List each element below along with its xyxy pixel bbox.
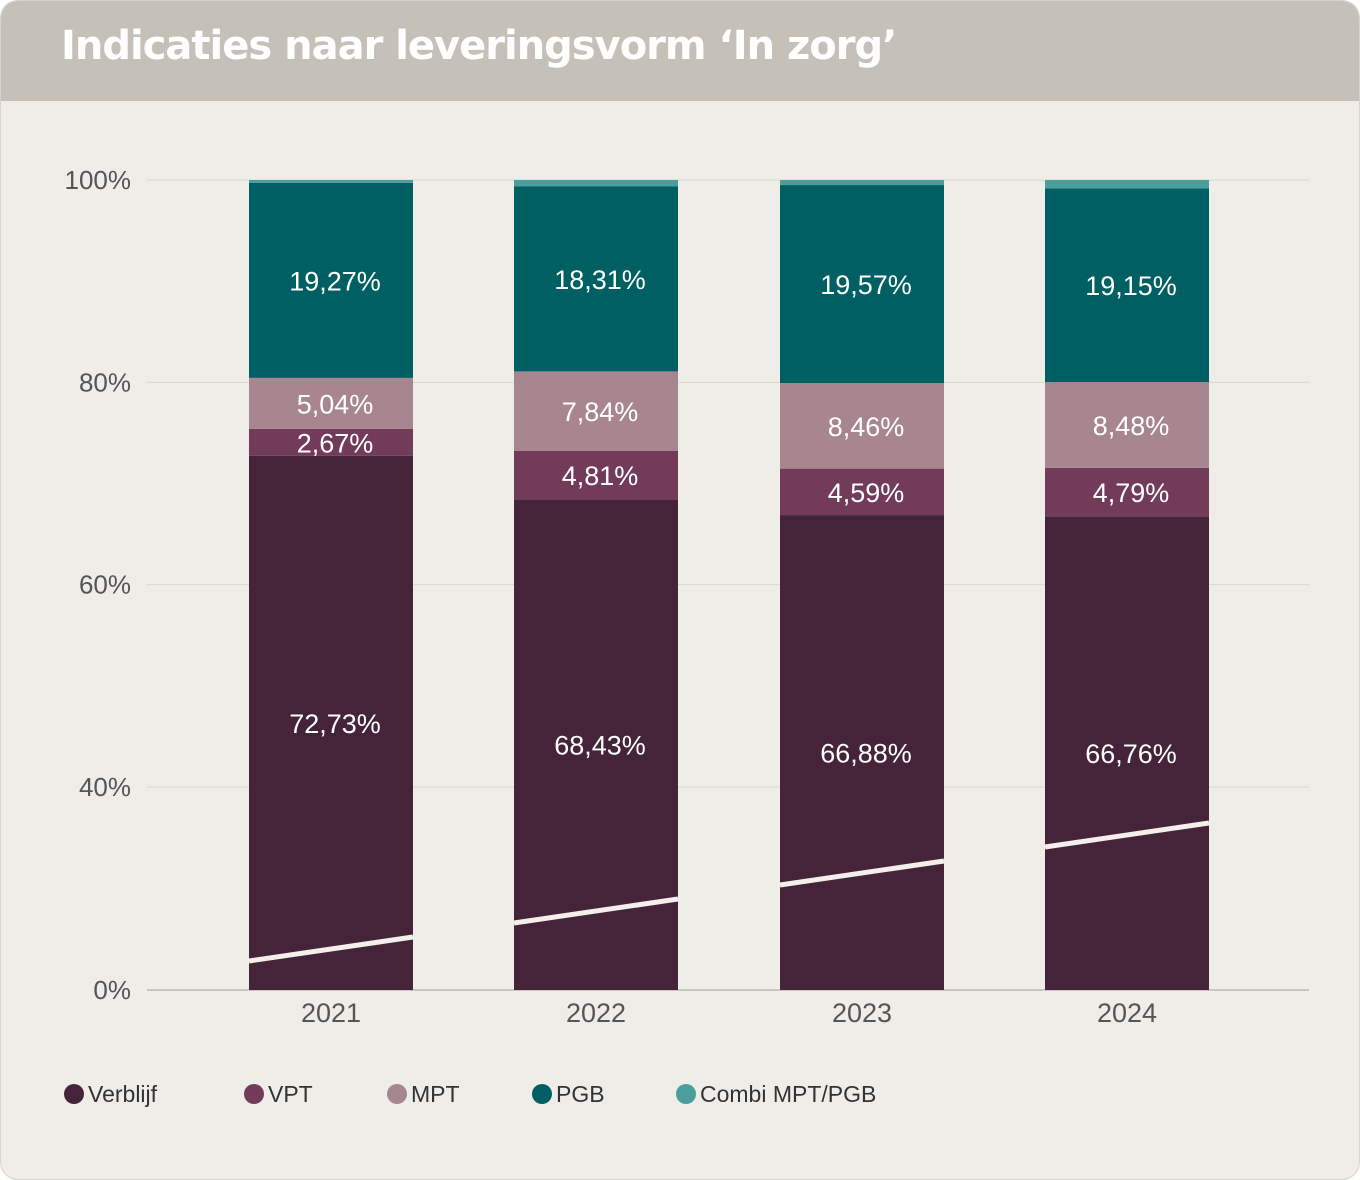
data-label: 8,46%	[828, 412, 905, 442]
axis-break-mark	[1044, 820, 1210, 850]
bar-segment-pgb-2022	[514, 186, 678, 372]
data-label: 18,31%	[554, 265, 646, 295]
legend-swatch	[387, 1084, 407, 1104]
data-label: 19,27%	[289, 266, 381, 296]
legend-swatch	[676, 1084, 696, 1104]
data-label: 66,76%	[1085, 739, 1177, 769]
legend-label: MPT	[411, 1080, 460, 1107]
legend-label: Verblijf	[88, 1080, 158, 1107]
axis-break-mark	[248, 934, 414, 964]
stacked-bar-chart: 0% 40% 60% 80% 100% 72,73% 2,67% 5,04% 19,27% 202…	[65, 165, 1309, 1028]
bar-segment-vpt-2022	[514, 450, 678, 500]
legend-item: MPT	[387, 1079, 460, 1109]
legend-swatch	[64, 1084, 84, 1104]
y-tick-label: 100%	[65, 165, 132, 195]
axis-break-mark	[779, 858, 945, 888]
data-label: 4,79%	[1093, 478, 1170, 508]
bar-segment-mpt-2021	[249, 377, 413, 429]
bar-segment-vpt-2024	[1045, 467, 1209, 517]
data-label: 8,48%	[1093, 411, 1170, 441]
bar-segment-pgb-2023	[780, 185, 944, 384]
data-label: 68,43%	[554, 731, 646, 761]
data-label: 72,73%	[289, 709, 381, 739]
y-tick-label: 60%	[79, 570, 131, 600]
bar-segment-combi-mpt-pgb-2023	[780, 180, 944, 186]
data-label: 4,81%	[562, 461, 639, 491]
x-tick-label: 2021	[301, 998, 361, 1028]
legend-label: PGB	[556, 1080, 605, 1107]
y-tick-label: 40%	[79, 772, 131, 802]
data-label: 5,04%	[297, 389, 374, 419]
legend-swatch	[244, 1084, 264, 1104]
data-label: 4,59%	[828, 478, 905, 508]
bar-segment-verblijf-2024	[1045, 516, 1209, 990]
x-tick-label: 2024	[1097, 998, 1157, 1028]
legend-item: PGB	[532, 1079, 605, 1109]
bar-segment-verblijf-2023	[780, 515, 944, 990]
x-tick-label: 2023	[832, 998, 892, 1028]
legend-item: Verblijf	[64, 1079, 157, 1109]
y-tick-label: 0%	[93, 975, 131, 1005]
bar-segment-mpt-2023	[780, 383, 944, 469]
x-tick-label: 2022	[566, 998, 626, 1028]
bar-segment-combi-mpt-pgb-2021	[249, 180, 413, 183]
y-tick-label: 80%	[79, 367, 131, 397]
data-label: 19,15%	[1085, 271, 1177, 301]
legend-item: Combi MPT/PGB	[676, 1079, 876, 1109]
legend-label: VPT	[268, 1080, 313, 1107]
bar-segment-vpt-2021	[249, 428, 413, 456]
axis-break-mark	[513, 896, 679, 926]
bar-segment-combi-mpt-pgb-2024	[1045, 180, 1209, 189]
data-label: 19,57%	[820, 270, 912, 300]
bar-segment-pgb-2024	[1045, 188, 1209, 383]
bar-segment-verblijf-2022	[514, 499, 678, 990]
bar-segment-mpt-2024	[1045, 382, 1209, 468]
bar-segment-vpt-2023	[780, 468, 944, 516]
legend-item: VPT	[244, 1079, 313, 1109]
bar-segment-verblijf-2021	[249, 455, 413, 991]
bar-segment-pgb-2021	[249, 182, 413, 378]
chart-legend: Verblijf VPT MPT PGB Combi MPT/PGB	[64, 1079, 1264, 1109]
bar-segment-mpt-2022	[514, 371, 678, 451]
bar-segment-combi-mpt-pgb-2022	[514, 180, 678, 187]
chart-title: Indicaties naar leveringsvorm ‘In zorg’	[61, 23, 897, 69]
data-label: 2,67%	[297, 428, 374, 458]
legend-swatch	[532, 1084, 552, 1104]
data-label: 66,88%	[820, 739, 912, 769]
legend-label: Combi MPT/PGB	[700, 1080, 877, 1107]
data-label: 7,84%	[562, 397, 639, 427]
header-bar: Indicaties naar leveringsvorm ‘In zorg’	[1, 1, 1359, 101]
